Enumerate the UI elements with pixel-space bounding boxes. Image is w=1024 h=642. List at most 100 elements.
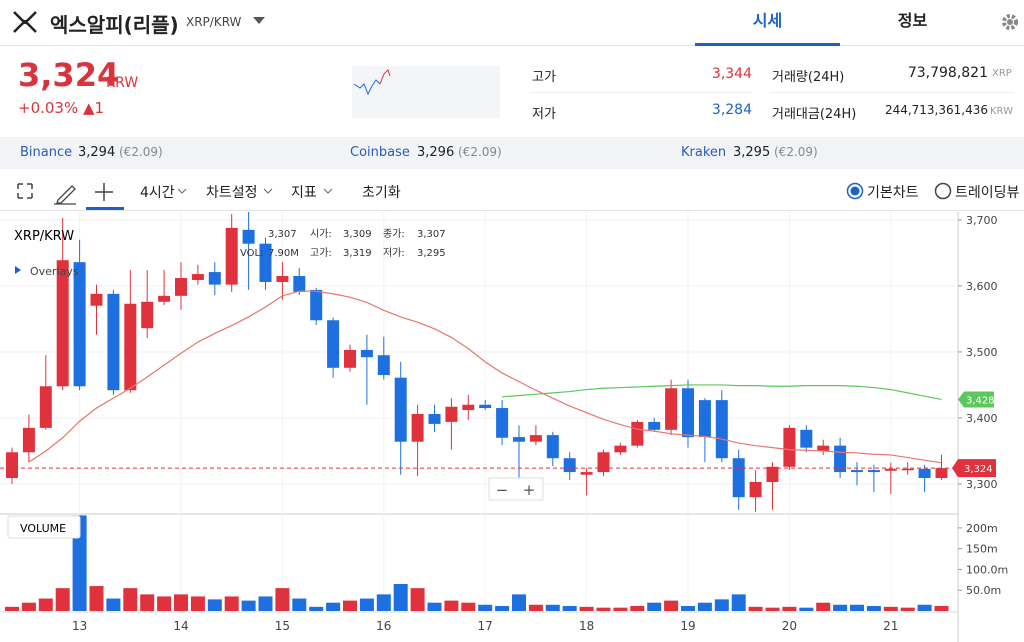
volume-bar <box>782 606 797 611</box>
volume-bar <box>731 594 746 611</box>
candle-body <box>175 278 187 296</box>
dropdown[interactable] <box>252 16 266 26</box>
chart-settings[interactable]: 차트설정 <box>206 185 258 201</box>
tab[interactable]: 정보 <box>897 11 928 30</box>
candle-body <box>597 452 610 473</box>
candle-body <box>208 272 221 285</box>
candle-body <box>918 468 931 479</box>
exchange-name: Coinbase <box>350 145 410 160</box>
change: +0.03% ▲1 <box>18 99 105 117</box>
toolbar <box>0 172 1024 211</box>
overlays: Overlays <box>30 265 79 278</box>
ma-line <box>28 290 942 464</box>
candle-body <box>884 468 897 471</box>
volume-tick-label: 200m <box>966 522 998 535</box>
candle-body <box>800 429 813 448</box>
info-text: 종가: <box>383 228 405 240</box>
basic-chart[interactable]: 기본차트 <box>867 185 919 201</box>
reset[interactable]: 초기화 <box>362 185 401 201</box>
volume: 73,798,821 <box>907 65 988 81</box>
volume-bar <box>748 606 763 611</box>
candle-body <box>665 388 678 430</box>
volume-bar <box>275 588 290 611</box>
zoom-button[interactable]: − <box>496 481 509 499</box>
info-text: 7.90M <box>268 248 299 259</box>
candle-body <box>310 289 323 321</box>
amount-unit: KRW <box>990 106 1013 117</box>
candle-body <box>867 470 880 473</box>
interval[interactable]: 4시간 <box>140 185 175 201</box>
candle-body <box>682 388 694 438</box>
volume-bar <box>410 588 425 611</box>
candle-body <box>851 470 863 473</box>
volume-bar <box>664 600 679 611</box>
current-price: 3,324 <box>18 56 120 94</box>
y-tick-label: 3,500 <box>966 346 998 359</box>
ma-line <box>502 384 942 401</box>
x-tick-label: 18 <box>579 619 594 633</box>
chart-title: XRP/KRW <box>14 229 74 244</box>
volume-bar <box>647 602 662 611</box>
exchange-name: Binance <box>20 145 73 160</box>
candle-body <box>90 293 103 306</box>
exchange-price: 3,294 <box>78 145 116 160</box>
candle-body <box>327 320 340 368</box>
volume-title-box <box>7 515 81 539</box>
volume-bar <box>5 606 19 611</box>
candle-body <box>715 400 728 459</box>
y-tick-label: 3,600 <box>966 280 998 293</box>
divider <box>770 92 1014 93</box>
y-tick-label: 3,300 <box>966 478 998 491</box>
zoom-button[interactable]: + <box>523 481 536 499</box>
info-text: 3,307 <box>268 229 297 240</box>
exchange-fx: (€2.09) <box>774 145 818 159</box>
candle-body <box>377 355 390 376</box>
candle-body <box>124 303 137 391</box>
candle-body <box>529 435 542 442</box>
candle-body <box>749 481 762 498</box>
exchange-price: 3,295 <box>733 145 771 160</box>
candle-body <box>462 404 475 411</box>
pair: XRP/KRW <box>186 15 242 29</box>
candle-body <box>394 377 407 442</box>
indicators[interactable]: 지표 <box>291 185 317 201</box>
volume-bar <box>376 594 391 611</box>
volume-bar <box>528 604 543 611</box>
candle-body <box>158 295 171 302</box>
info-text: 3,309 <box>343 229 372 240</box>
x-tick-label: 20 <box>782 619 797 633</box>
info-text: VOL: <box>240 248 263 259</box>
info-text: 저가: <box>383 247 405 259</box>
candle-body <box>648 421 661 430</box>
volume-bar <box>799 607 814 611</box>
amount: 244,713,361,436 <box>884 103 988 117</box>
volume-bar <box>866 606 881 611</box>
chevrons <box>177 188 333 194</box>
candle-body <box>563 458 576 473</box>
exchange-fx: (€2.09) <box>119 145 163 159</box>
volume-unit: XRP <box>992 68 1012 79</box>
volume-title: VOLUME <box>20 522 66 535</box>
volume-tick-label: 50.0m <box>966 584 1001 597</box>
volume-bar <box>512 594 526 611</box>
tool-icons[interactable] <box>14 180 124 210</box>
candle-body <box>39 386 52 428</box>
candle-body <box>698 400 711 438</box>
tradingview[interactable]: 트레이딩뷰 <box>955 185 1020 201</box>
candle-body <box>411 413 424 442</box>
volume-bar <box>495 606 510 611</box>
volume-bar <box>140 594 155 611</box>
x-tick-label: 21 <box>883 619 898 633</box>
volume-bar <box>190 596 205 611</box>
radio-checked[interactable] <box>846 182 864 200</box>
tab[interactable]: 시세 <box>695 0 840 46</box>
settings-icon[interactable] <box>1000 12 1020 32</box>
zoom-box <box>488 477 544 501</box>
radio[interactable] <box>934 182 952 200</box>
logo <box>13 11 37 33</box>
price-tag <box>952 459 996 478</box>
volume-bar <box>241 600 256 611</box>
y-tick-label: 3,700 <box>966 214 998 227</box>
volume-bar <box>224 596 239 611</box>
overlay-arrow <box>15 266 21 274</box>
